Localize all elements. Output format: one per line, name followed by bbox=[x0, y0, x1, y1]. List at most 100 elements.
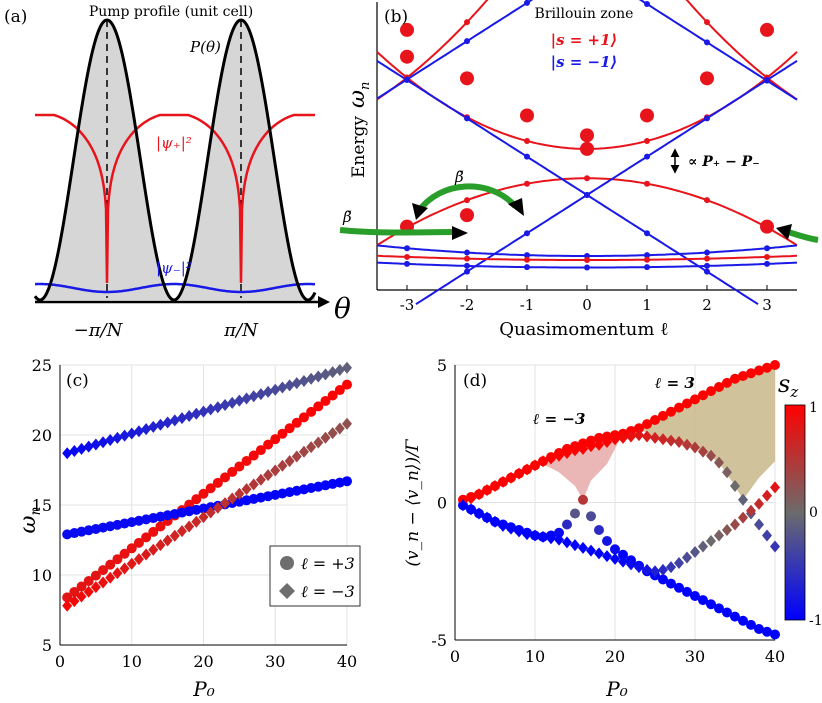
band-dot bbox=[524, 256, 530, 263]
data-point-circle bbox=[746, 619, 756, 630]
data-point-diamond bbox=[184, 409, 195, 422]
region-label-plus3: ℓ = 3 bbox=[655, 374, 695, 392]
gap-label: ∝ P₊ − P₋ bbox=[688, 154, 760, 170]
data-point-diamond bbox=[578, 442, 588, 455]
data-point-diamond bbox=[76, 590, 87, 603]
data-point-diamond bbox=[227, 396, 238, 409]
data-point-diamond bbox=[191, 407, 202, 420]
data-point-diamond bbox=[162, 416, 173, 429]
data-point-circle bbox=[227, 466, 238, 477]
data-point-circle bbox=[291, 417, 302, 428]
band-dot bbox=[464, 38, 470, 45]
highlight-point bbox=[580, 128, 594, 143]
band-dot bbox=[404, 76, 410, 83]
points-c bbox=[62, 361, 352, 612]
data-point-circle bbox=[562, 519, 572, 530]
data-point-diamond bbox=[466, 503, 476, 516]
data-point-diamond bbox=[105, 434, 116, 447]
shaded-regions bbox=[543, 365, 775, 500]
highlight-point bbox=[580, 141, 594, 156]
data-point-circle bbox=[610, 544, 620, 555]
data-point-circle bbox=[754, 624, 764, 634]
data-point-diamond bbox=[112, 567, 123, 580]
data-point-diamond bbox=[586, 544, 596, 557]
y-tick-label: 5 bbox=[42, 636, 52, 655]
data-point-diamond bbox=[62, 599, 73, 612]
colorbar bbox=[784, 404, 806, 621]
data-point-circle bbox=[738, 615, 748, 626]
panel-b: -3 -2 -1 0 1 2 3 ∝ P₊ − P₋ β̃ β̃ (b) Brillouin… bbox=[339, 0, 819, 340]
data-point-circle bbox=[722, 607, 732, 618]
panel-a-title: Pump profile (unit cell) bbox=[89, 4, 253, 20]
data-point-circle bbox=[263, 439, 274, 450]
x-tick-label: -1 bbox=[520, 296, 535, 314]
data-point-diamond bbox=[98, 576, 109, 589]
data-point-diamond bbox=[298, 374, 309, 387]
data-point-diamond bbox=[682, 438, 692, 451]
band-line bbox=[376, 60, 759, 305]
band-dot bbox=[644, 256, 650, 263]
data-point-diamond bbox=[90, 581, 101, 594]
highlight-point bbox=[520, 108, 534, 123]
x-tick-label: 3 bbox=[762, 296, 772, 314]
data-point-circle bbox=[327, 390, 338, 401]
band-dot bbox=[644, 1, 650, 8]
data-point-circle bbox=[570, 508, 580, 519]
data-point-diamond bbox=[334, 422, 345, 435]
data-point-diamond bbox=[474, 488, 484, 501]
green-coupling-arrow-right bbox=[784, 228, 819, 243]
band-dot bbox=[464, 255, 470, 262]
data-point-diamond bbox=[212, 401, 223, 414]
data-point-diamond bbox=[270, 383, 281, 396]
data-point-circle bbox=[698, 595, 708, 606]
data-point-diamond bbox=[522, 528, 532, 541]
x-tick-label: 1 bbox=[642, 296, 652, 314]
x-tick-label: 20 bbox=[605, 647, 625, 666]
arrowhead-top-left bbox=[412, 203, 428, 220]
x-tick-label: 0 bbox=[582, 296, 592, 314]
band-dot bbox=[584, 191, 590, 198]
data-point-diamond bbox=[658, 433, 668, 446]
legend-s-minus: |s = −1⟩ bbox=[551, 53, 618, 71]
shaded-region bbox=[639, 365, 775, 500]
data-point-circle bbox=[762, 362, 772, 373]
data-point-diamond bbox=[98, 436, 109, 449]
data-point-diamond bbox=[546, 532, 556, 545]
data-point-circle bbox=[754, 365, 764, 376]
data-point-circle bbox=[706, 386, 716, 397]
data-point-circle bbox=[682, 398, 692, 409]
x-tick-label: 10 bbox=[122, 652, 142, 671]
data-point-circle bbox=[554, 527, 564, 538]
y-tick-label: 20 bbox=[32, 426, 52, 445]
data-point-diamond bbox=[306, 372, 317, 385]
data-point-diamond bbox=[198, 405, 209, 418]
ticks-c: 0 10 20 30 40 5 10 15 20 25 bbox=[32, 356, 358, 671]
data-point-diamond bbox=[570, 539, 580, 552]
data-point-diamond bbox=[191, 515, 202, 528]
band-dot bbox=[704, 197, 710, 204]
data-point-circle bbox=[334, 385, 345, 396]
band-dot bbox=[764, 253, 770, 260]
band-dot bbox=[704, 255, 710, 262]
data-point-diamond bbox=[176, 412, 187, 425]
highlight-point bbox=[700, 71, 714, 86]
data-point-circle bbox=[198, 488, 209, 499]
data-point-diamond bbox=[618, 555, 628, 568]
data-point-diamond bbox=[586, 440, 596, 453]
data-point-diamond bbox=[148, 420, 159, 433]
data-point-diamond bbox=[634, 561, 644, 574]
band-dot bbox=[404, 245, 410, 252]
data-point-diamond bbox=[112, 431, 123, 444]
band-dot bbox=[764, 77, 770, 84]
arrowhead-left bbox=[452, 226, 468, 240]
data-point-circle bbox=[746, 368, 756, 379]
data-point-diamond bbox=[538, 530, 548, 543]
x-ticks: -3 -2 -1 0 1 2 3 bbox=[400, 285, 772, 314]
data-point-diamond bbox=[105, 571, 116, 584]
data-point-diamond bbox=[674, 557, 684, 569]
data-point-diamond bbox=[610, 552, 620, 565]
data-point-circle bbox=[220, 472, 231, 483]
data-point-circle bbox=[578, 494, 588, 505]
band-dot bbox=[644, 230, 650, 237]
